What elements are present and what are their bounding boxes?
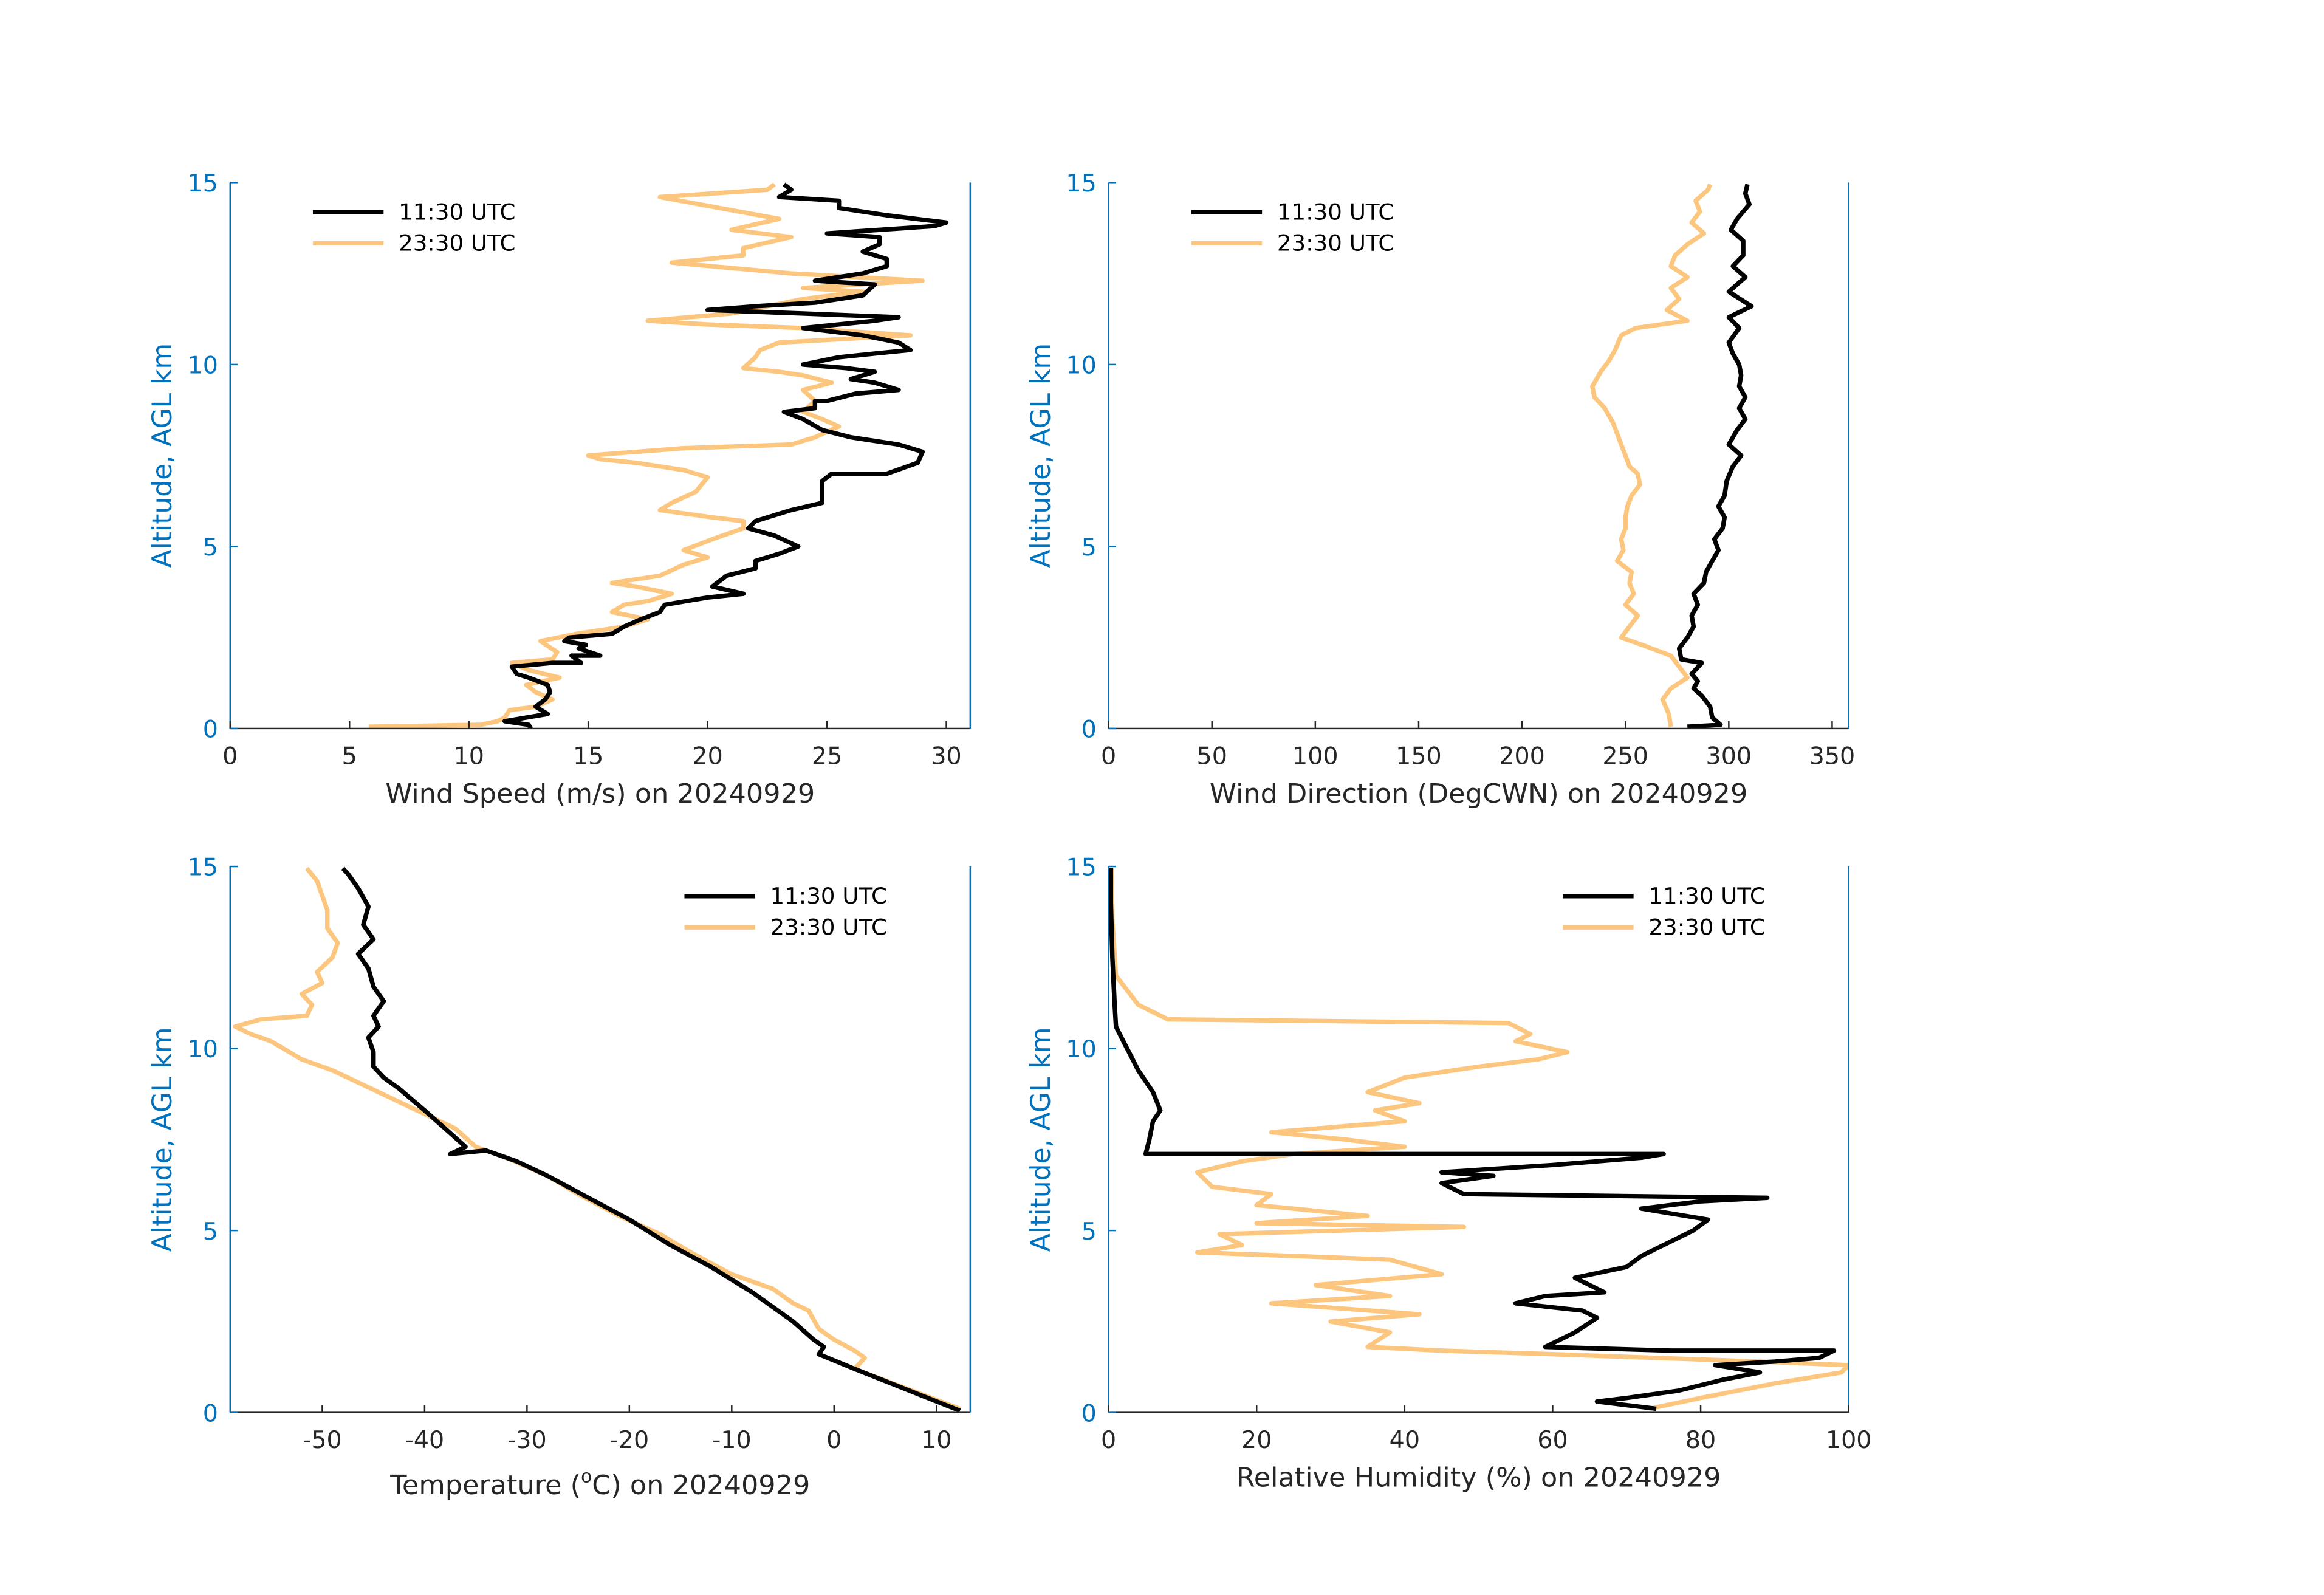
y-tick-label: 10 — [188, 1035, 218, 1063]
x-tick-label: 60 — [1537, 1427, 1568, 1455]
panel-temperature: Temperature (oC) on 20240929 Altitude, A… — [147, 854, 972, 1501]
ylabel-wind-direction: Altitude, AGL km — [1026, 343, 1057, 568]
y-tick-label: 10 — [188, 352, 218, 380]
panel-wind-direction: Wind Direction (DegCWN) on 20240929 Alti… — [1026, 170, 1855, 809]
x-tick-label: -50 — [303, 1427, 342, 1455]
legend-label: 11:30 UTC — [1277, 199, 1394, 225]
y-tick-label: 0 — [1081, 716, 1097, 744]
series-group — [368, 182, 949, 729]
x-tick-label: 20 — [692, 743, 722, 770]
x-tick-label: 0 — [1101, 1427, 1116, 1455]
y-tick-label: 15 — [1066, 854, 1096, 882]
x-tick-label: 150 — [1396, 743, 1442, 770]
y-tick-label: 10 — [1066, 352, 1096, 380]
x-tick-label: -40 — [405, 1427, 445, 1455]
x-tick-label: 0 — [826, 1427, 842, 1455]
x-tick-label: -10 — [712, 1427, 752, 1455]
y-tick-label: 15 — [188, 854, 218, 882]
xlabel-wind-speed: Wind Speed (m/s) on 20240929 — [385, 778, 815, 809]
y-tick-label: 10 — [1066, 1035, 1096, 1063]
xlabel-wind-direction: Wind Direction (DegCWN) on 20240929 — [1210, 778, 1747, 809]
legend-label: 11:30 UTC — [770, 883, 887, 909]
x-tick-label: 20 — [1241, 1427, 1272, 1455]
y-tick-label: 0 — [203, 1400, 218, 1428]
x-tick-label: 250 — [1602, 743, 1648, 770]
x-tick-label: -30 — [507, 1427, 547, 1455]
series-group — [233, 866, 961, 1413]
series-line-11-30-utc — [341, 866, 961, 1413]
y-tick-label: 0 — [1081, 1400, 1097, 1428]
series-line-23-30-utc — [1590, 183, 1713, 727]
x-tick-label: 30 — [931, 743, 961, 770]
legend-label: 11:30 UTC — [399, 199, 515, 225]
y-tick-label: 15 — [188, 170, 218, 197]
series-line-11-30-utc — [1108, 868, 1837, 1411]
ylabel-temperature: Altitude, AGL km — [147, 1027, 178, 1252]
series-group — [1108, 868, 1849, 1411]
legend-label: 23:30 UTC — [399, 230, 515, 256]
series-line-23-30-utc — [233, 866, 961, 1411]
ylabel-wind-speed: Altitude, AGL km — [147, 343, 178, 568]
x-tick-label: 350 — [1809, 743, 1856, 770]
x-tick-label: 200 — [1499, 743, 1545, 770]
x-tick-label: 300 — [1706, 743, 1752, 770]
xlabel-relative-humidity: Relative Humidity (%) on 20240929 — [1236, 1463, 1721, 1494]
x-tick-label: 15 — [573, 743, 603, 770]
y-tick-label: 5 — [1081, 1218, 1097, 1246]
y-tick-label: 0 — [203, 716, 218, 744]
xlabel-temperature: Temperature (oC) on 20240929 — [389, 1466, 810, 1501]
series-line-11-30-utc — [502, 182, 949, 729]
xlabel-temperature-prefix: Temperature ( — [389, 1470, 581, 1501]
legend: 11:30 UTC 23:30 UTC — [1191, 199, 1394, 256]
legend-label: 11:30 UTC — [1648, 883, 1765, 909]
series-line-23-30-utc — [368, 182, 925, 729]
x-tick-label: 40 — [1390, 1427, 1420, 1455]
x-tick-label: 100 — [1292, 743, 1339, 770]
panel-relative-humidity: Relative Humidity (%) on 20240929 Altitu… — [1026, 854, 1872, 1494]
xlabel-temperature-suffix: C) on 20240929 — [592, 1470, 810, 1501]
legend: 11:30 UTC 23:30 UTC — [684, 883, 887, 940]
ylabel-relative-humidity: Altitude, AGL km — [1026, 1027, 1057, 1252]
x-tick-label: 5 — [342, 743, 357, 770]
legend: 11:30 UTC 23:30 UTC — [1563, 883, 1766, 940]
legend-label: 23:30 UTC — [770, 914, 887, 941]
x-tick-label: 10 — [454, 743, 484, 770]
x-tick-label: 0 — [1101, 743, 1116, 770]
x-tick-label: 100 — [1826, 1427, 1872, 1455]
series-line-23-30-utc — [1109, 868, 1849, 1411]
panel-wind-speed: Wind Speed (m/s) on 20240929 Altitude, A… — [147, 170, 972, 809]
legend-label: 23:30 UTC — [1277, 230, 1394, 256]
y-tick-label: 5 — [203, 1218, 218, 1246]
y-tick-label: 15 — [1066, 170, 1096, 197]
legend: 11:30 UTC 23:30 UTC — [312, 199, 515, 256]
x-tick-label: 25 — [812, 743, 842, 770]
legend-label: 23:30 UTC — [1648, 914, 1765, 941]
x-tick-label: -20 — [609, 1427, 649, 1455]
series-group — [1590, 183, 1754, 729]
x-tick-label: 50 — [1197, 743, 1227, 770]
series-line-11-30-utc — [1676, 184, 1754, 729]
y-tick-label: 5 — [1081, 533, 1097, 561]
x-tick-label: 0 — [222, 743, 238, 770]
x-tick-label: 10 — [921, 1427, 951, 1455]
y-tick-label: 5 — [203, 533, 218, 561]
xlabel-temperature-degree: o — [581, 1466, 592, 1487]
x-tick-label: 80 — [1685, 1427, 1716, 1455]
